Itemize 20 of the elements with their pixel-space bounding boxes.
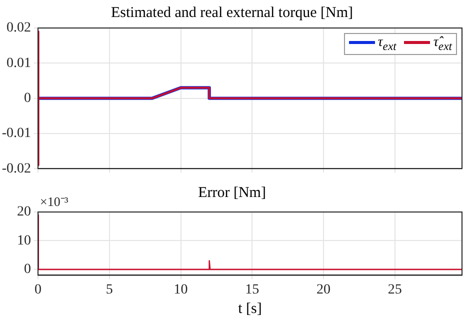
y-tick-label: -0.01 xyxy=(2,126,31,142)
y-tick-label: 0.01 xyxy=(6,56,31,71)
x-axis-title: t [s] xyxy=(238,300,262,317)
x-tick-label: 25 xyxy=(388,282,402,298)
y-tick-label: 20 xyxy=(17,204,31,220)
chart-title: Estimated and real external torque [Nm] xyxy=(111,4,353,21)
y-tick-label: -0.02 xyxy=(2,161,31,176)
legend-label: τ$_{ext}$ xyxy=(378,35,396,53)
chart-title: Error [Nm] xyxy=(198,184,266,201)
x-tick-label: 0 xyxy=(34,282,42,298)
y-tick-label: 0 xyxy=(24,262,31,278)
x-tick-label: 20 xyxy=(316,282,331,298)
y-tick-label: 10 xyxy=(17,233,31,248)
text: ×10⁻³ xyxy=(40,194,68,209)
y-tick-label: 0.02 xyxy=(6,20,31,36)
x-tick-label: 5 xyxy=(106,282,113,298)
x-tick-label: 10 xyxy=(174,282,188,298)
x-tick-label: 15 xyxy=(245,282,260,298)
legend-label: τ̂$_{ext}$ xyxy=(433,35,452,53)
y-tick-label: 0 xyxy=(24,90,31,106)
